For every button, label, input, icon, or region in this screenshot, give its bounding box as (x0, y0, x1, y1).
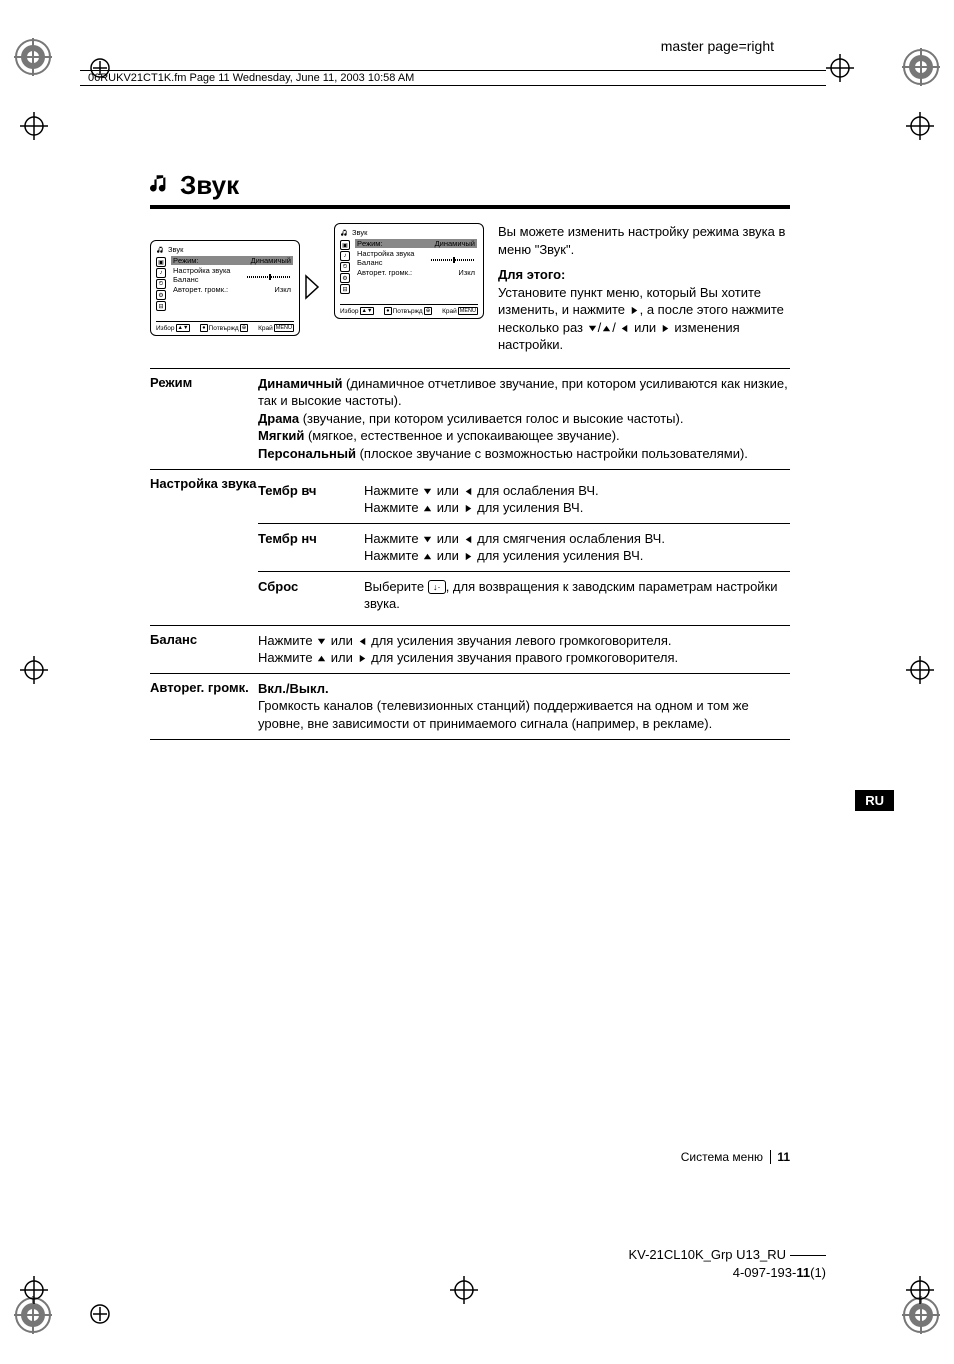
arrow-right-icon (463, 500, 474, 515)
osd-row-value: Изкл (458, 268, 475, 277)
arrow-down-icon (587, 320, 598, 335)
osd-row-value: Изкл (274, 285, 291, 294)
arrow-right-icon (629, 302, 640, 317)
intro-paragraph: Установите пункт меню, который Вы хотите… (498, 284, 790, 354)
osd-tab-sound-icon: ♪ (156, 268, 166, 278)
crop-mark-icon (906, 656, 934, 684)
osd-footer-label: Потвъpжд (209, 325, 239, 332)
footer-model: KV-21CL10K_Grp U13_RU 4-097-193-11(1) (628, 1246, 826, 1282)
osd-footer-label: Потвъpжд (393, 308, 423, 315)
osd-footer-label: Избop (156, 325, 175, 332)
arrow-down-icon (316, 633, 327, 648)
osd-row-label: Pежим: (173, 256, 199, 265)
arrow-left-icon (463, 531, 474, 546)
arrow-down-icon (422, 531, 433, 546)
punch-hole-icon (90, 1304, 110, 1324)
title-rule (150, 205, 790, 209)
osd-row-label: Aвтоpeт. гpомк.: (173, 285, 228, 294)
row-body-avl: Вкл./Выкл. Громкость каналов (телевизион… (258, 680, 790, 733)
osd-tab-setup-icon: ⚙ (340, 273, 350, 283)
osd-tab-tune-icon: ⊟ (156, 301, 166, 311)
arrow-up-icon (316, 650, 327, 665)
osd-row-label: Бaлaнc (173, 275, 199, 284)
osd-tab-picture-icon: ▣ (340, 240, 350, 250)
crop-mark-icon (20, 656, 48, 684)
language-tab: RU (855, 790, 894, 811)
registration-target-icon (14, 38, 52, 76)
next-arrow-icon (304, 274, 320, 303)
osd-footer-label: Кpaй (442, 308, 457, 315)
crop-mark-icon (826, 54, 854, 82)
crop-mark-icon (906, 112, 934, 140)
subrow-body-reset: Выберите ↓·, для возвращения к заводским… (364, 578, 790, 613)
arrow-up-icon (422, 548, 433, 563)
arrow-left-icon (619, 320, 630, 335)
intro-heading: Для этого: (498, 266, 790, 284)
crop-mark-icon (906, 1276, 934, 1304)
sound-icon (150, 173, 172, 198)
osd-row-label: Бaлaнc (357, 258, 383, 267)
arrow-right-icon (660, 320, 671, 335)
row-label-balance: Баланс (150, 632, 258, 667)
subrow-label-bass: Тембр нч (258, 530, 364, 565)
row-body-balance: Нажмите или для усиления звучания левого… (258, 632, 790, 667)
registration-target-icon (902, 48, 940, 86)
arrow-right-icon (357, 650, 368, 665)
subrow-label-treble: Тембр вч (258, 482, 364, 517)
osd-row-label: Aвтоpeт. гpомк.: (357, 268, 412, 277)
arrow-left-icon (463, 483, 474, 498)
osd-slider-icon (247, 275, 291, 279)
subrow-body-bass: Нажмите или для смягчения ослабления ВЧ.… (364, 530, 790, 565)
crop-mark-icon (20, 1276, 48, 1304)
osd-row-label: Нacтpойкa звyкa (173, 266, 230, 275)
subrow-label-reset: Сброс (258, 578, 364, 613)
arrow-right-icon (463, 548, 474, 563)
osd-footer-label: Кpaй (258, 325, 273, 332)
page-title: Звук (180, 170, 239, 201)
osd-tab-sound-icon: ♪ (340, 251, 350, 261)
osd-tab-tune-icon: ⊟ (340, 284, 350, 294)
osd-footer-label: Избop (340, 308, 359, 315)
framemaker-header: 06RUKV21CT1K.fm Page 11 Wednesday, June … (80, 70, 826, 86)
crop-mark-icon (450, 1276, 478, 1304)
arrow-up-icon (422, 500, 433, 515)
row-label-avl: Авторег. громк. (150, 680, 258, 733)
row-label-mode: Режим (150, 375, 258, 463)
osd-row-label: Нacтpойкa звyкa (357, 249, 414, 258)
row-label-adjust: Настройка звука (150, 476, 258, 619)
intro-paragraph: Вы можете изменить настройку режима звук… (498, 223, 790, 258)
arrow-left-icon (357, 633, 368, 648)
osd-title: Звук (352, 228, 367, 237)
arrow-down-icon (422, 483, 433, 498)
row-body-mode: Динамичный (динамичное отчетливое звучан… (258, 375, 790, 463)
osd-screenshot-1: Звук ▣ ♪ ⏲ ⚙ ⊟ Pежим: Динaмичый Нacтpойкa… (150, 240, 300, 336)
arrow-up-icon (601, 320, 612, 335)
master-page-label: master page=right (661, 38, 774, 54)
intro-text: Вы можете изменить настройку режима звук… (498, 223, 790, 354)
osd-row-value: Динaмичый (251, 256, 291, 265)
crop-mark-icon (20, 112, 48, 140)
osd-tab-picture-icon: ▣ (156, 257, 166, 267)
osd-slider-icon (431, 258, 475, 262)
osd-tab-setup-icon: ⚙ (156, 290, 166, 300)
osd-row-value: Динaмичый (435, 239, 475, 248)
footer-section: Система меню 11 (150, 1150, 790, 1164)
subrow-body-treble: Нажмите или для ослабления ВЧ. Нажмите и… (364, 482, 790, 517)
osd-tab-timer-icon: ⏲ (340, 262, 350, 272)
osd-screenshot-2: Звук ▣ ♪ ⏲ ⚙ ⊟ Pежим: Динaмичый Нacтpойкa… (334, 223, 484, 319)
osd-row-label: Pежим: (357, 239, 383, 248)
reset-icon: ↓· (428, 580, 446, 594)
osd-title: Звук (168, 245, 183, 254)
osd-tab-timer-icon: ⏲ (156, 279, 166, 289)
